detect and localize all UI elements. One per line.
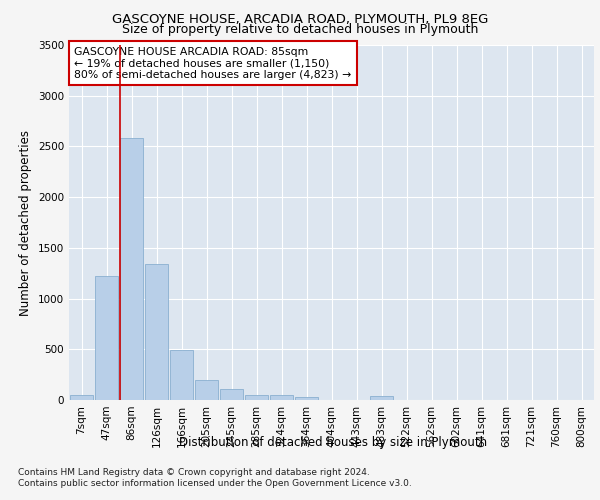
Y-axis label: Number of detached properties: Number of detached properties xyxy=(19,130,32,316)
Bar xyxy=(70,395,94,400)
Bar xyxy=(119,138,143,400)
Text: GASCOYNE HOUSE ARCADIA ROAD: 85sqm
← 19% of detached houses are smaller (1,150)
: GASCOYNE HOUSE ARCADIA ROAD: 85sqm ← 19%… xyxy=(74,47,352,80)
Bar xyxy=(95,276,118,400)
Text: Contains HM Land Registry data © Crown copyright and database right 2024.: Contains HM Land Registry data © Crown c… xyxy=(18,468,370,477)
Bar xyxy=(370,396,394,400)
Bar xyxy=(220,390,244,400)
Text: Contains public sector information licensed under the Open Government Licence v3: Contains public sector information licen… xyxy=(18,479,412,488)
Bar xyxy=(245,395,268,400)
Text: GASCOYNE HOUSE, ARCADIA ROAD, PLYMOUTH, PL9 8EG: GASCOYNE HOUSE, ARCADIA ROAD, PLYMOUTH, … xyxy=(112,12,488,26)
Text: Distribution of detached houses by size in Plymouth: Distribution of detached houses by size … xyxy=(179,436,487,449)
Bar xyxy=(295,397,319,400)
Bar xyxy=(269,396,293,400)
Bar xyxy=(145,264,169,400)
Bar xyxy=(194,380,218,400)
Bar xyxy=(170,350,193,400)
Text: Size of property relative to detached houses in Plymouth: Size of property relative to detached ho… xyxy=(122,22,478,36)
